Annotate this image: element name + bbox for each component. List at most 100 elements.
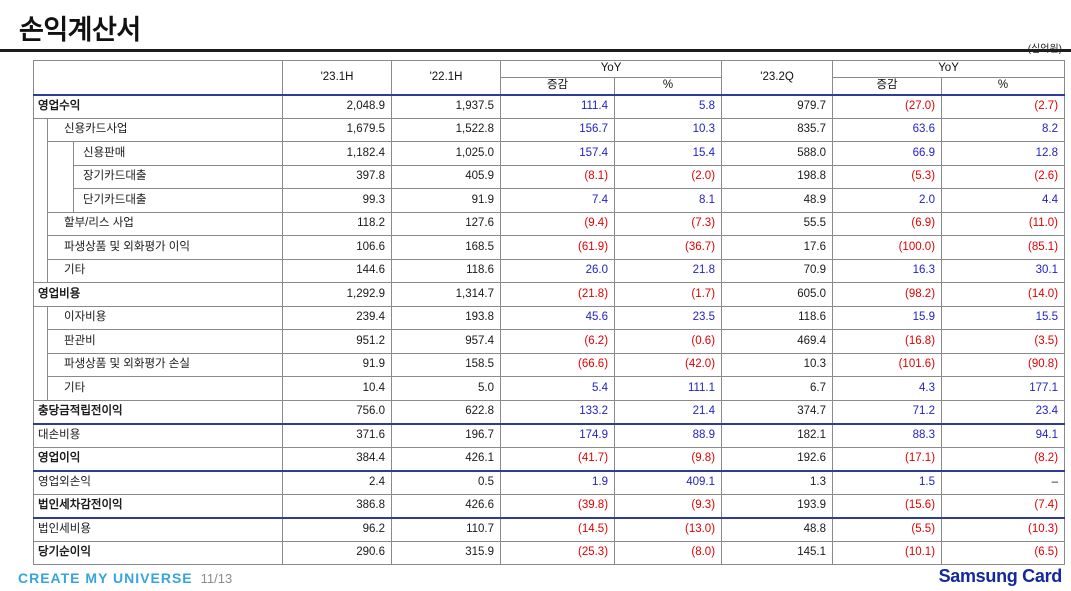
value-cell: 1,937.5 <box>391 94 502 119</box>
value-cell: 371.6 <box>282 423 393 448</box>
value-cell: 156.7 <box>500 117 616 142</box>
table-row: 이자비용 239.4 193.8 45.6 23.5 118.6 15.9 15.5 <box>33 305 1066 401</box>
indent-gutter <box>33 305 48 401</box>
value-cell: 6.7 <box>721 376 834 401</box>
row-label: 장기카드대출 <box>72 164 284 189</box>
row-label: 이자비용 <box>46 305 284 330</box>
table-row: 영업비용 1,292.9 1,314.7 (21.8) (1.7) 605.0 (98.2)… <box>32 282 1066 307</box>
table-body: 영업수익 2,048.9 1,937.5 111.4 5.8 979.7 (27.0) (2.… <box>32 94 1066 565</box>
col-header-yoy-2q: YoY <box>832 60 1066 78</box>
row-label: 기타 <box>46 258 284 283</box>
value-cell: 8.2 <box>941 117 1066 142</box>
value-cell: 94.1 <box>941 423 1066 448</box>
table-row: 영업외손익 2.4 0.5 1.9 409.1 1.3 1.5– <box>32 470 1066 495</box>
value-cell: 144.6 <box>282 258 393 283</box>
table-row: 대손비용 371.6 196.7 174.9 88.9 182.1 88.3 94.1 <box>32 423 1066 448</box>
income-statement-table: '23.1H '22.1H YoY '23.2Q YoY 증감 % 증감 % 영… <box>32 60 1066 565</box>
value-cell: 91.9 <box>391 188 502 213</box>
value-cell: (9.4) <box>500 211 616 236</box>
indent-gutter <box>47 141 74 213</box>
value-cell: 198.8 <box>721 164 834 189</box>
value-cell: 605.0 <box>721 282 834 307</box>
value-cell: 193.8 <box>391 305 502 330</box>
value-cell: 21.4 <box>614 399 723 425</box>
row-label: 판관비 <box>46 329 284 354</box>
value-cell: 2.0 <box>832 188 943 213</box>
row-label: 충당금적립전이익 <box>32 399 284 425</box>
table-header: '23.1H '22.1H YoY '23.2Q YoY 증감 % 증감 % <box>32 60 1066 96</box>
indent-gutter <box>33 117 48 283</box>
value-cell: (90.8) <box>941 352 1066 377</box>
value-cell: 2.4 <box>282 470 393 495</box>
value-cell: (17.1) <box>832 446 943 472</box>
value-cell: 177.1 <box>941 376 1066 401</box>
slogan-text: CREATE MY UNIVERSE <box>18 570 193 586</box>
value-cell: 145.1 <box>721 540 834 565</box>
value-cell: (16.8) <box>832 329 943 354</box>
samsung-card-logo: Samsung Card <box>938 566 1063 586</box>
col-header-23-2q: '23.2Q <box>721 60 834 96</box>
value-cell: 15.5 <box>941 305 1066 330</box>
value-cell: (8.0) <box>614 540 723 565</box>
value-cell: 1,182.4 <box>282 141 393 166</box>
value-cell: 1,522.8 <box>391 117 502 142</box>
value-cell: (36.7) <box>614 235 723 260</box>
value-cell: 66.9 <box>832 141 943 166</box>
value-cell: 157.4 <box>500 141 616 166</box>
value-cell: 756.0 <box>282 399 393 425</box>
value-cell: 55.5 <box>721 211 834 236</box>
row-label: 법인세비용 <box>32 517 284 542</box>
value-cell: 23.4 <box>941 399 1066 425</box>
value-cell: (2.7) <box>941 94 1066 119</box>
value-cell: 409.1 <box>614 470 723 495</box>
value-cell: (15.6) <box>832 493 943 519</box>
value-cell: 5.0 <box>391 376 502 401</box>
value-cell: (1.7) <box>614 282 723 307</box>
value-cell: 110.7 <box>391 517 502 542</box>
col-header-pct-2q: % <box>941 77 1066 96</box>
table-row: 신용카드사업 1,679.5 1,522.8 156.7 10.3 835.7 63.6 8.… <box>33 117 1066 283</box>
value-cell: 622.8 <box>391 399 502 425</box>
value-cell: 127.6 <box>391 211 502 236</box>
table-row: 영업이익 384.4 426.1 (41.7) (9.8) 192.6 (17.1) (8.2… <box>32 446 1066 472</box>
row-label: 영업비용 <box>32 282 284 307</box>
table-row: 판관비 951.2 957.4 (6.2) (0.6) 469.4 (16.8) (3.5) <box>34 329 1066 354</box>
row-label: 영업이익 <box>32 446 284 472</box>
value-cell: (11.0) <box>941 211 1066 236</box>
value-cell: 315.9 <box>391 540 502 565</box>
value-cell: (10.3) <box>941 517 1066 542</box>
value-cell: 979.7 <box>721 94 834 119</box>
value-cell: (7.3) <box>614 211 723 236</box>
value-cell: (25.3) <box>500 540 616 565</box>
table-row: 당기순이익 290.6 315.9 (25.3) (8.0) 145.1 (10.1) (6.… <box>32 540 1066 565</box>
value-cell: 45.6 <box>500 305 616 330</box>
title-divider <box>0 49 1071 52</box>
value-cell: 133.2 <box>500 399 616 425</box>
value-cell: 588.0 <box>721 141 834 166</box>
unit-note: (십억원) <box>1027 44 1062 55</box>
value-cell: 10.4 <box>282 376 393 401</box>
value-cell: 10.3 <box>614 117 723 142</box>
value-cell: 91.9 <box>282 352 393 377</box>
value-cell: 1.9 <box>500 470 616 495</box>
value-cell: 23.5 <box>614 305 723 330</box>
footer: CREATE MY UNIVERSE 11/13 <box>18 570 232 586</box>
value-cell: 239.4 <box>282 305 393 330</box>
row-label: 법인세차감전이익 <box>32 493 284 519</box>
value-cell: 957.4 <box>391 329 502 354</box>
table-row: 충당금적립전이익 756.0 622.8 133.2 21.4 374.7 71.2 23.4 <box>32 399 1066 425</box>
table-row: 기타 144.6 118.6 26.0 21.8 70.9 16.3 30.1 <box>34 258 1066 283</box>
col-header-delta-2q: 증감 <box>832 77 943 96</box>
value-cell: 71.2 <box>832 399 943 425</box>
value-cell: 158.5 <box>391 352 502 377</box>
value-cell: 17.6 <box>721 235 834 260</box>
row-label: 당기순이익 <box>32 540 284 565</box>
value-cell: (6.2) <box>500 329 616 354</box>
value-cell: (9.8) <box>614 446 723 472</box>
value-cell: 118.6 <box>721 305 834 330</box>
value-cell: 1,314.7 <box>391 282 502 307</box>
value-cell: 193.9 <box>721 493 834 519</box>
value-cell: (10.1) <box>832 540 943 565</box>
value-cell: 88.9 <box>614 423 723 448</box>
row-label: 기타 <box>46 376 284 401</box>
